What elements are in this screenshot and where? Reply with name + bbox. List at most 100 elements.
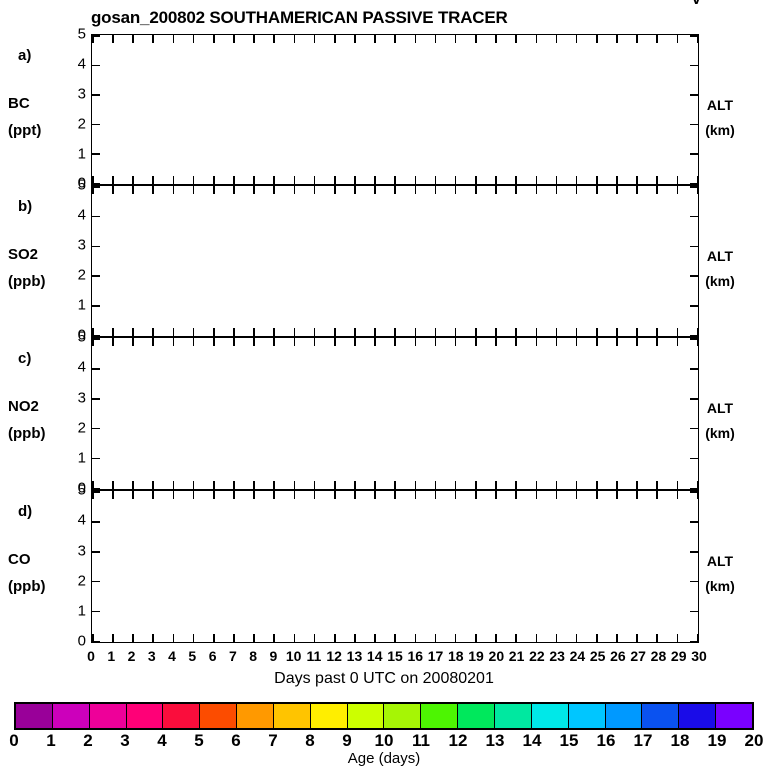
- colorbar-segment[interactable]: [310, 704, 348, 728]
- x-tick-mark: [636, 481, 638, 489]
- x-tick-mark-top: [414, 338, 417, 346]
- colorbar-tick-label: 20: [744, 731, 764, 750]
- x-tick-mark: [192, 481, 195, 489]
- x-tick-mark: [172, 328, 175, 336]
- colorbar-segment[interactable]: [89, 704, 127, 728]
- x-tick-mark-top: [374, 35, 376, 43]
- colorbar-segment[interactable]: [679, 704, 717, 728]
- x-tick-mark-top: [616, 491, 618, 499]
- x-tick-mark-top: [212, 491, 215, 499]
- y-tick-mark-right: [690, 610, 698, 613]
- x-tick-mark: [676, 176, 679, 184]
- x-tick-mark-top: [636, 338, 638, 346]
- colorbar-tick-label: 5: [194, 731, 204, 750]
- colorbar-segment[interactable]: [16, 704, 53, 728]
- y-tick-mark: [92, 275, 100, 277]
- colorbar-tick-label: 14: [522, 731, 542, 750]
- panel-letter-a: a): [18, 47, 32, 64]
- y-tick-mark: [92, 334, 100, 336]
- x-tick-mark-top: [434, 35, 437, 43]
- colorbar-segment[interactable]: [163, 704, 201, 728]
- y-tick-label: 1: [77, 145, 86, 163]
- x-tick-mark-top: [293, 338, 296, 346]
- colorbar-segment[interactable]: [716, 704, 752, 728]
- x-tick-mark: [132, 328, 134, 336]
- x-tick-mark-top: [696, 491, 698, 499]
- x-tick-label: 12: [326, 648, 342, 664]
- colorbar-segment[interactable]: [200, 704, 238, 728]
- colorbar-segment[interactable]: [494, 704, 532, 728]
- colorbar-tick-label: 18: [670, 731, 690, 750]
- x-tick-mark-top: [495, 186, 497, 194]
- x-tick-mark: [212, 481, 215, 489]
- x-tick-mark-top: [434, 186, 437, 194]
- colorbar-segment[interactable]: [568, 704, 606, 728]
- x-tick-mark: [273, 481, 276, 489]
- colorbar-segment[interactable]: [642, 704, 680, 728]
- x-tick-mark: [495, 328, 497, 336]
- x-tick-mark-top: [374, 338, 376, 346]
- x-tick-mark: [172, 176, 175, 184]
- colorbar-tick-label: 1: [46, 731, 56, 750]
- x-tick-mark: [414, 481, 417, 489]
- colorbar-segment[interactable]: [421, 704, 459, 728]
- colorbar-tick-label: 2: [83, 731, 93, 750]
- plot-panel-co: [91, 490, 699, 643]
- colorbar-segment[interactable]: [458, 704, 495, 728]
- x-tick-mark-top: [92, 186, 94, 194]
- x-tick-mark: [333, 634, 336, 642]
- plot-panel-bc: [91, 34, 699, 185]
- x-tick-mark: [434, 328, 437, 336]
- colorbar-segment[interactable]: [531, 704, 569, 728]
- x-tick-mark-top: [515, 491, 517, 499]
- right-axis-unit: (km): [705, 122, 735, 138]
- colorbar-segment[interactable]: [273, 704, 311, 728]
- x-tick-mark-top: [495, 35, 497, 43]
- colorbar-segment[interactable]: [605, 704, 643, 728]
- y-tick-label: 3: [77, 85, 86, 103]
- x-tick-mark-top: [575, 338, 578, 346]
- x-tick-mark-top: [354, 186, 356, 194]
- y-tick-label: 0: [77, 174, 86, 192]
- x-tick-mark: [555, 634, 558, 642]
- colorbar[interactable]: [14, 702, 754, 730]
- x-tick-mark-top: [253, 35, 255, 43]
- x-tick-mark-top: [192, 35, 195, 43]
- x-tick-mark: [112, 176, 114, 184]
- colorbar-segment[interactable]: [126, 704, 164, 728]
- y-tick-mark: [92, 338, 100, 340]
- x-tick-mark: [616, 176, 618, 184]
- y-tick-label: 1: [77, 602, 86, 620]
- x-tick-mark: [293, 176, 296, 184]
- x-axis-tick-labels: 0 1 2 3 4 5 6 7 8 9 10 11 12 13 14 15 16 17 18 19 20 21 22 23 24…: [0, 648, 768, 668]
- x-tick-mark-top: [636, 35, 638, 43]
- x-tick-mark: [313, 176, 316, 184]
- x-tick-mark-top: [394, 338, 396, 346]
- colorbar-tick-labels: 0 1 2 3 4 5 6 7 8 9 10 11 12 13 14 15 16 17 18 19 20: [0, 731, 768, 753]
- x-tick-mark: [515, 176, 517, 184]
- x-tick-mark: [233, 481, 235, 489]
- x-tick-label: 19: [468, 648, 484, 664]
- colorbar-segment[interactable]: [237, 704, 274, 728]
- y-tick-mark-right: [690, 334, 698, 336]
- colorbar-segment[interactable]: [52, 704, 90, 728]
- x-tick-mark: [596, 634, 598, 642]
- x-tick-mark-top: [676, 338, 679, 346]
- y-tick-mark: [92, 153, 100, 155]
- x-tick-mark: [434, 176, 437, 184]
- y-tick-label: 2: [77, 572, 86, 590]
- x-tick-mark: [454, 481, 457, 489]
- x-tick-mark: [293, 481, 296, 489]
- x-tick-mark: [454, 176, 457, 184]
- x-tick-mark-top: [253, 491, 255, 499]
- y-tick-mark-right: [690, 245, 698, 248]
- y-axis-tick-labels: 0 1 2 3 4 5: [64, 329, 86, 497]
- colorbar-segment[interactable]: [384, 704, 422, 728]
- right-axis-label: ALT: [706, 248, 734, 264]
- y-tick-label: 5: [77, 328, 86, 346]
- x-tick-mark-top: [475, 338, 477, 346]
- x-tick-mark: [293, 634, 296, 642]
- colorbar-segment[interactable]: [347, 704, 385, 728]
- x-tick-mark: [132, 176, 134, 184]
- x-tick-label: 27: [630, 648, 646, 664]
